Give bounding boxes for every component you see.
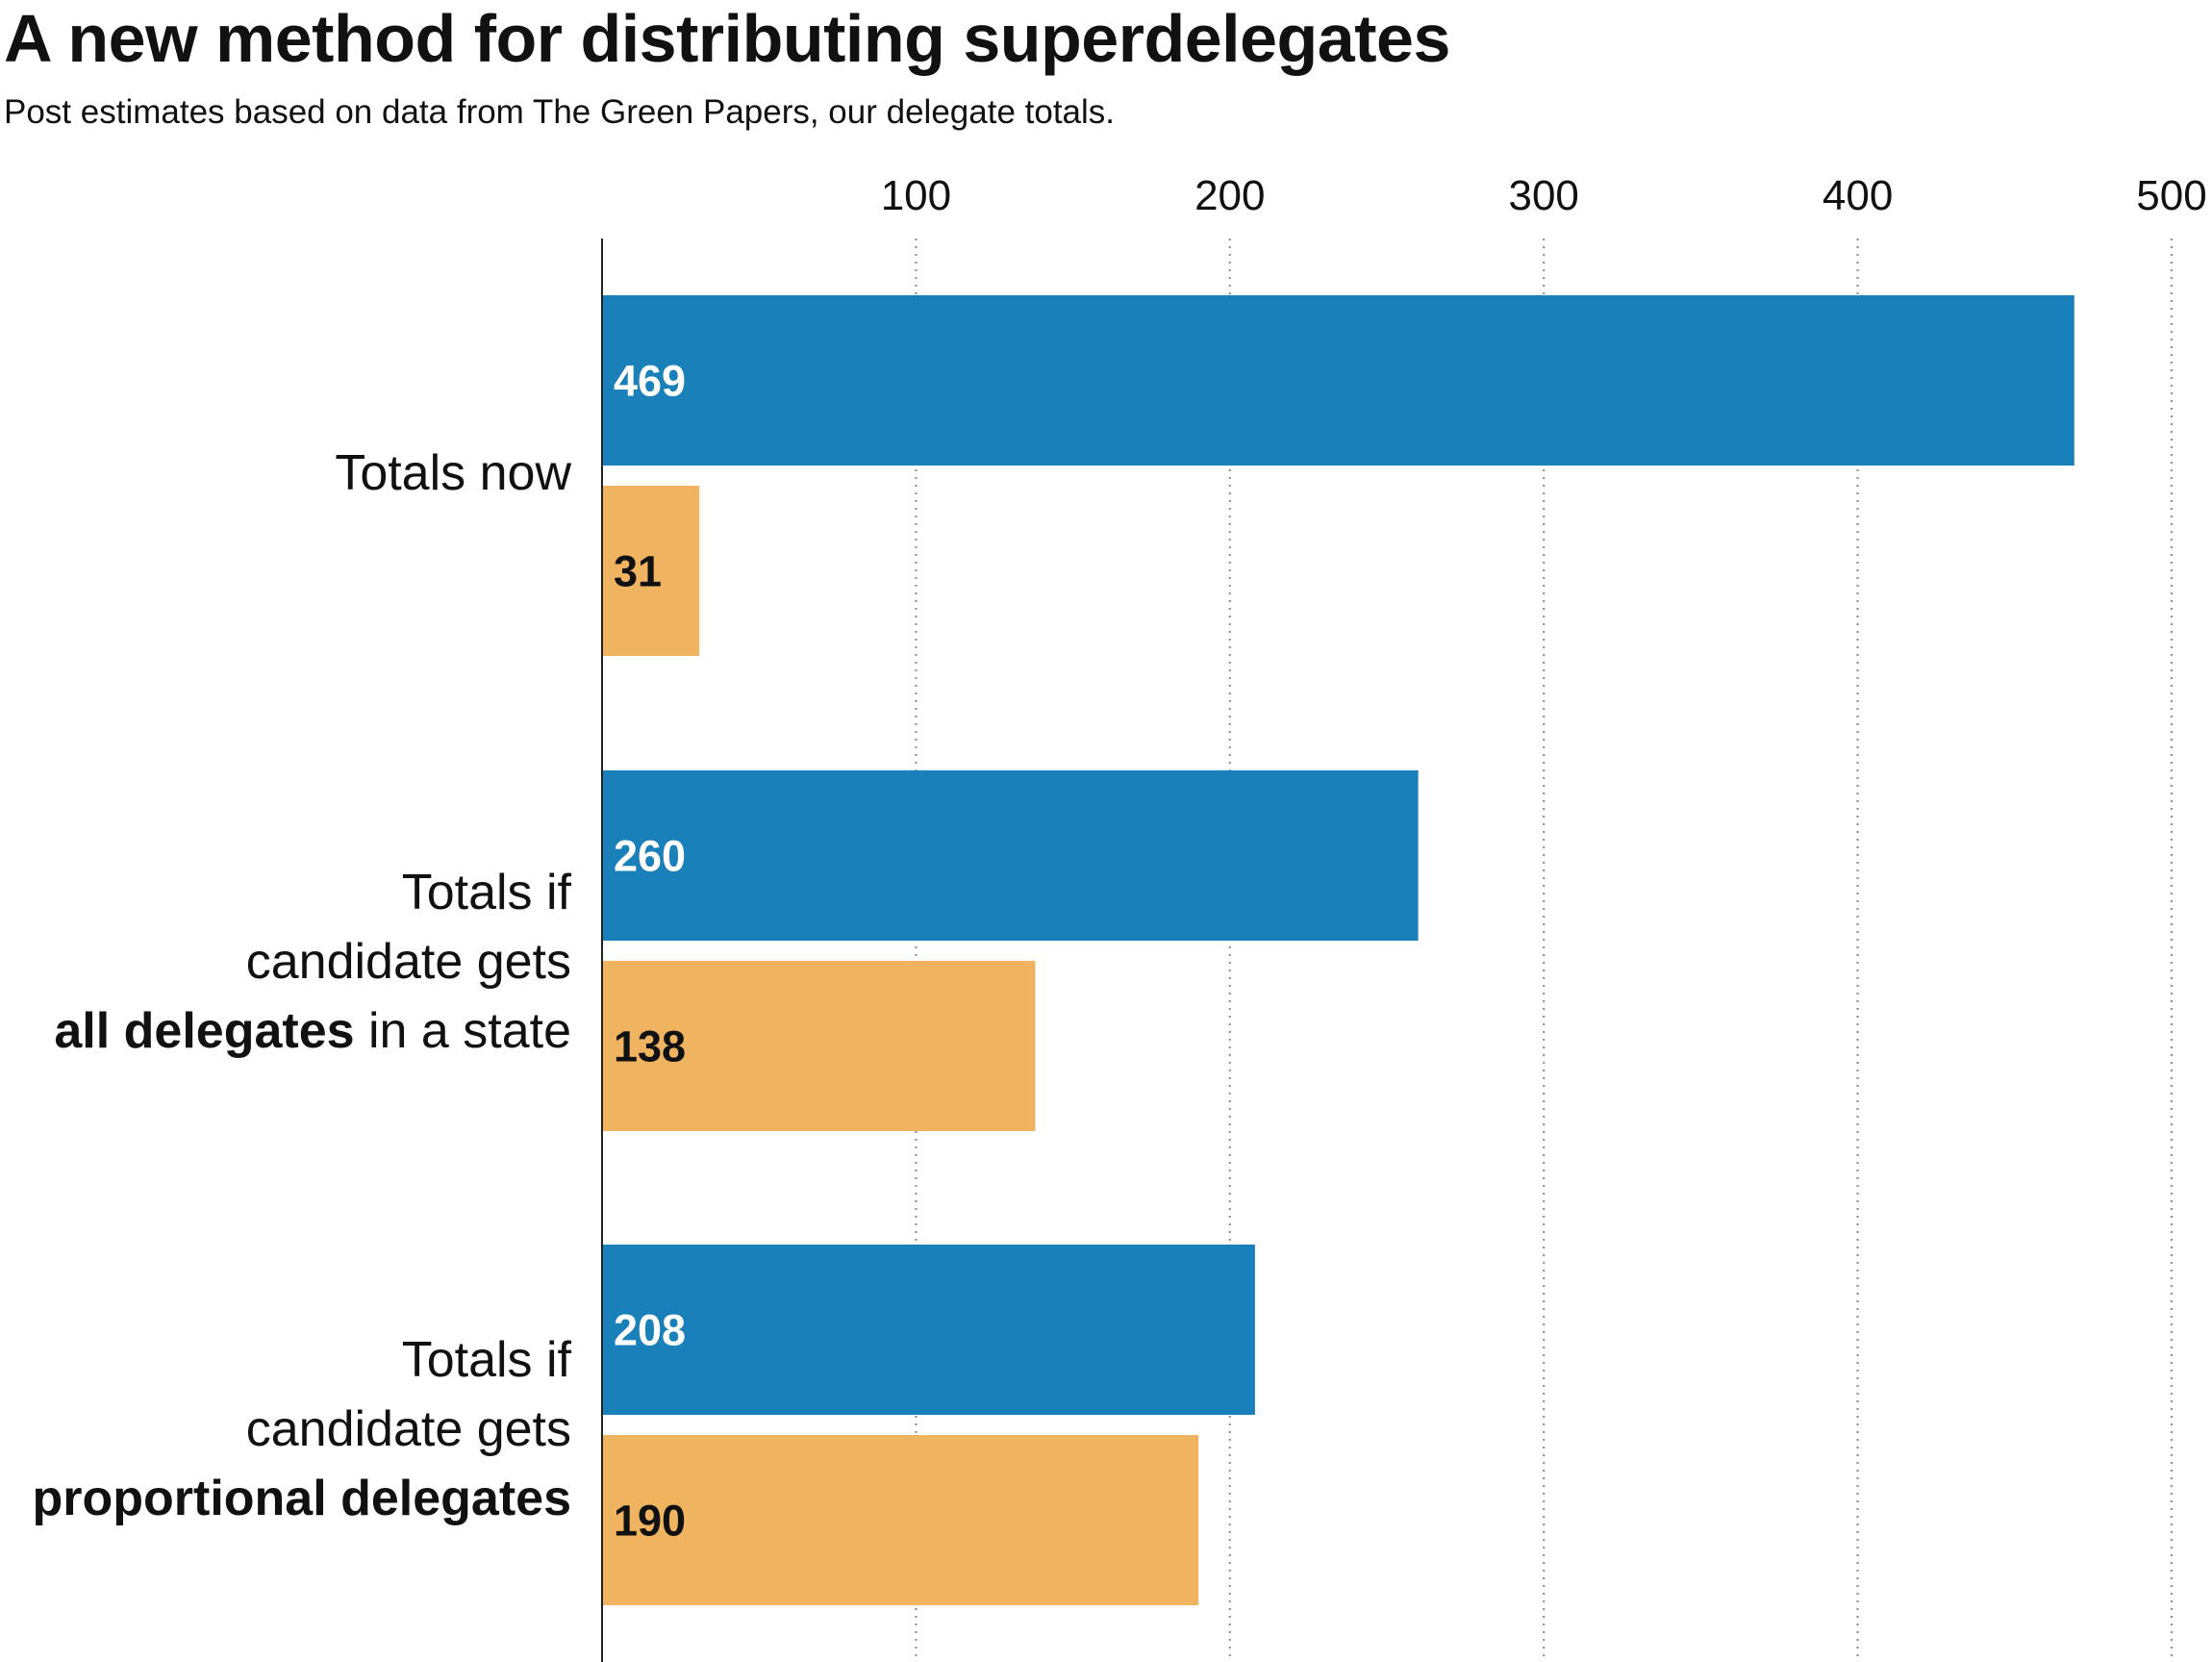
- category-label-text: candidate gets: [245, 934, 571, 990]
- bar-series1-2: [602, 770, 1419, 941]
- category-label-line: proportional delegates: [0, 1464, 571, 1533]
- bar-value-label: 469: [614, 357, 686, 406]
- category-label-emphasis: proportional delegates: [32, 1471, 571, 1526]
- chart-title: A new method for distributing superdeleg…: [4, 1, 1450, 76]
- bar-value-label: 190: [614, 1497, 686, 1546]
- x-tick-label: 500: [2136, 172, 2206, 219]
- category-label-line: Totals if: [0, 1325, 571, 1395]
- category-label-1: Totals now: [0, 439, 571, 508]
- category-label-line: Totals if: [0, 858, 571, 927]
- x-tick-label: 400: [1822, 172, 1893, 219]
- bar-value-label: 208: [614, 1306, 686, 1355]
- category-label-text: Totals if: [401, 1332, 571, 1388]
- bar-series1-3: [602, 1245, 1255, 1415]
- bar-series2-2: [602, 961, 1036, 1131]
- x-tick-label: 300: [1508, 172, 1578, 219]
- category-label-2: Totals if candidate gets all delegates in …: [0, 858, 571, 1066]
- category-label-line: Totals now: [0, 439, 571, 508]
- category-label-text: candidate gets: [245, 1401, 571, 1457]
- x-tick-label: 100: [881, 172, 951, 219]
- bar-series2-3: [602, 1435, 1199, 1605]
- category-label-line: candidate gets: [0, 927, 571, 996]
- category-label-3: Totals if candidate gets proportional dele…: [0, 1325, 571, 1533]
- category-label-text: Totals now: [335, 445, 571, 501]
- bar-value-label: 260: [614, 832, 686, 881]
- bar-value-label: 138: [614, 1022, 686, 1071]
- bar-series2-1: [602, 486, 700, 656]
- bar-series1-1: [602, 295, 2074, 466]
- category-label-line: candidate gets: [0, 1395, 571, 1464]
- category-label-line: all delegates in a state: [0, 996, 571, 1066]
- bar-value-label: 31: [614, 547, 662, 596]
- category-label-text: in a state: [354, 1003, 571, 1059]
- category-label-text: Totals if: [401, 865, 571, 920]
- category-label-emphasis: all delegates: [54, 1003, 355, 1059]
- x-tick-label: 200: [1194, 172, 1265, 219]
- chart-subtitle: Post estimates based on data from The Gr…: [4, 93, 1116, 131]
